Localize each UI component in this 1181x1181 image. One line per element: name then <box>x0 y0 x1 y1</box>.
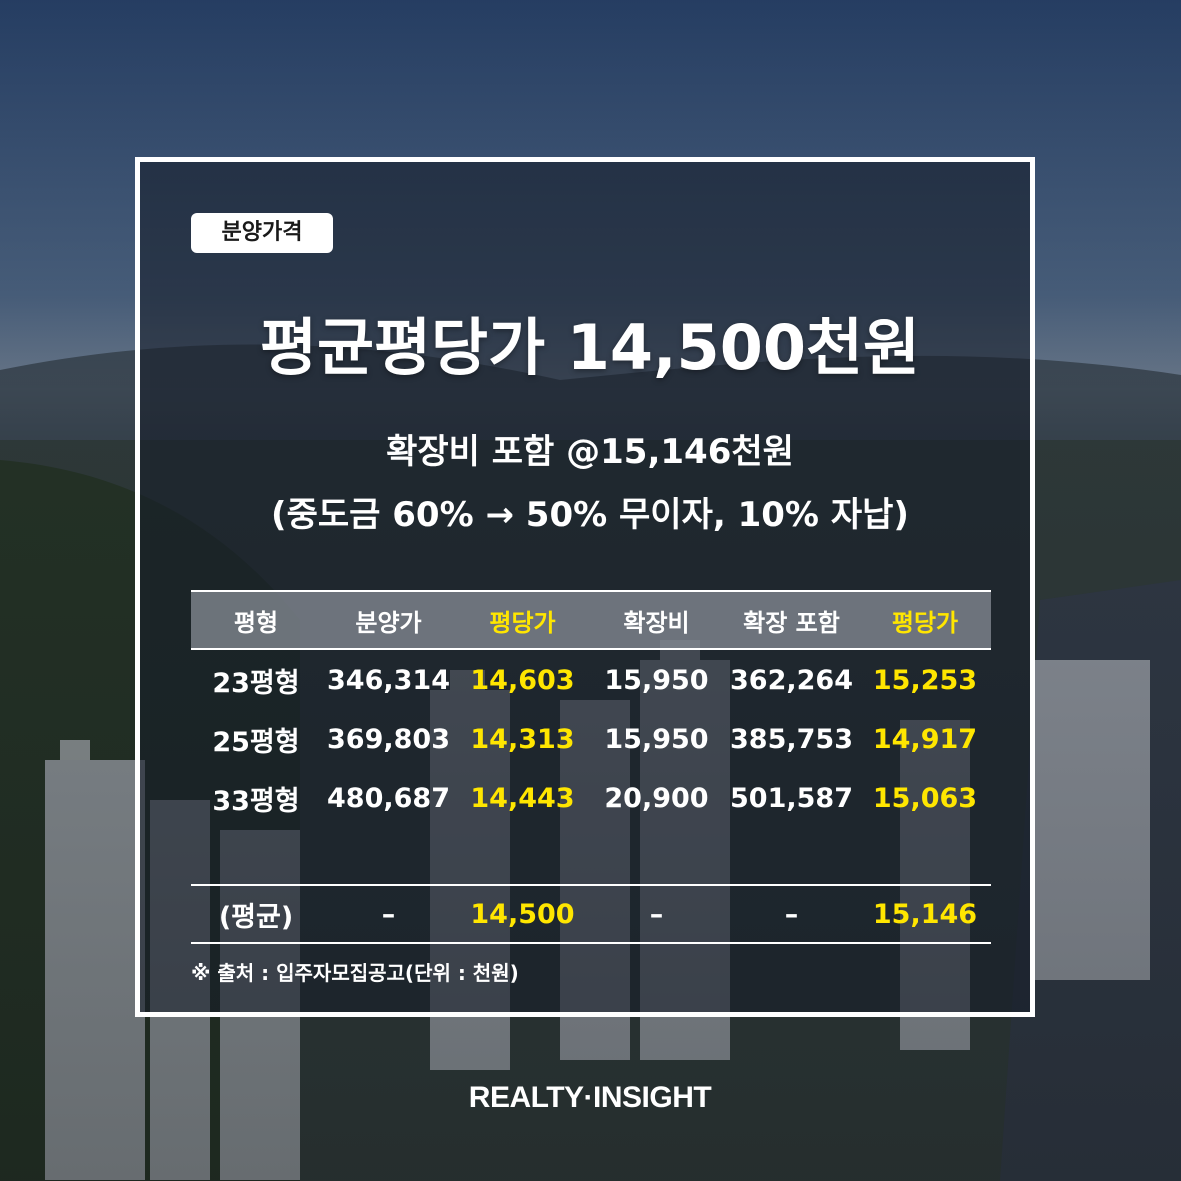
category-tag: 분양가격 <box>191 213 333 253</box>
subtitle-expansion-price: 확장비 포함 @15,146천원 <box>386 432 794 472</box>
cell-price-per-pyeong-incl: 15,253 <box>872 665 978 696</box>
cell-price-per-pyeong-incl: 14,917 <box>872 724 978 755</box>
cell-sale-price: 369,803 <box>327 724 450 755</box>
cell-type: 33평형 <box>212 786 300 817</box>
header-type: 평형 <box>233 608 279 637</box>
cell-average-including-expansion: – <box>784 898 799 930</box>
source-note: ※ 출처 : 입주자모집공고(단위 : 천원) <box>191 961 519 985</box>
cell-price-per-pyeong: 14,443 <box>470 783 575 814</box>
cell-sale-price: 346,314 <box>327 665 450 696</box>
cell-including-expansion: 501,587 <box>730 783 853 814</box>
subtitle-payment-terms: (중도금 60% → 50% 무이자, 10% 자납) <box>271 495 909 535</box>
cell-type: 23평형 <box>212 668 300 699</box>
header-price-per-pyeong-incl: 평당가 <box>891 608 959 637</box>
table-row: 23평형 346,314 14,603 15,950 362,264 15,25… <box>191 651 991 710</box>
header-expansion-cost: 확장비 <box>623 608 690 637</box>
cell-expansion-cost: 15,950 <box>604 665 709 696</box>
table-row: 25평형 369,803 14,313 15,950 385,753 14,91… <box>191 710 991 769</box>
cell-expansion-cost: 20,900 <box>604 783 709 814</box>
cell-sale-price: 480,687 <box>327 783 450 814</box>
table-row: 33평형 480,687 14,443 20,900 501,587 15,06… <box>191 769 991 828</box>
cell-average-price-per-pyeong-incl: 15,146 <box>872 898 978 930</box>
cell-average-label: (평균) <box>218 901 294 933</box>
cell-expansion-cost: 15,950 <box>604 724 709 755</box>
cell-price-per-pyeong-incl: 15,063 <box>872 783 978 814</box>
headline-title: 평균평당가 14,500천원 <box>259 311 921 384</box>
cell-including-expansion: 385,753 <box>730 724 853 755</box>
cell-type: 25평형 <box>212 727 300 758</box>
cell-average-sale-price: – <box>381 898 396 930</box>
header-sale-price: 분양가 <box>355 608 422 637</box>
header-price-per-pyeong: 평당가 <box>489 608 556 637</box>
cell-average-price-per-pyeong: 14,500 <box>470 898 575 930</box>
cell-price-per-pyeong: 14,603 <box>470 665 575 696</box>
cell-including-expansion: 362,264 <box>730 665 853 696</box>
price-table: 평형 분양가 평당가 확장비 확장 포함 평당가 23평형 346,314 14… <box>191 590 991 828</box>
header-including-expansion: 확장 포함 <box>743 608 840 637</box>
table-average-row: (평균) – 14,500 – – 15,146 <box>191 884 991 944</box>
cell-average-expansion-cost: – <box>649 898 664 930</box>
table-header-row: 평형 분양가 평당가 확장비 확장 포함 평당가 <box>191 590 991 650</box>
brand-logo-text: REALTY·INSIGHT <box>468 1081 712 1114</box>
cell-price-per-pyeong: 14,313 <box>470 724 575 755</box>
info-panel-frame <box>135 157 1035 1017</box>
